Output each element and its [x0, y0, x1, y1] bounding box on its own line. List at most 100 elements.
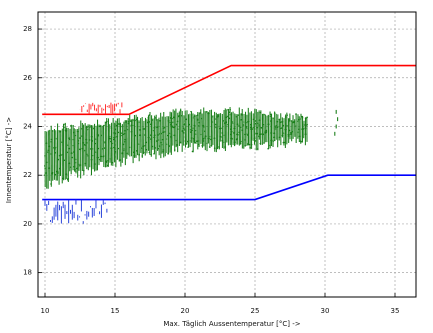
green-point	[204, 137, 207, 139]
green-point	[195, 129, 197, 132]
green-point	[252, 126, 254, 129]
green-point	[152, 129, 154, 132]
green-point	[99, 125, 101, 128]
green-point	[227, 108, 229, 111]
green-point	[133, 151, 135, 154]
green-point	[54, 151, 57, 154]
green-point	[103, 147, 106, 149]
green-point	[275, 124, 278, 127]
green-point	[150, 123, 152, 126]
green-point	[256, 148, 259, 150]
green-point	[179, 109, 182, 112]
green-point	[51, 172, 54, 175]
green-point	[167, 134, 169, 137]
green-point	[70, 152, 73, 154]
green-point	[197, 143, 200, 146]
green-point	[74, 134, 77, 137]
green-point	[286, 124, 288, 127]
green-point	[63, 159, 66, 162]
green-point	[96, 156, 99, 159]
green-point	[124, 132, 126, 135]
green-point	[166, 138, 168, 140]
green-point	[130, 131, 133, 133]
green-point	[278, 118, 281, 121]
green-point	[290, 120, 293, 122]
green-point	[169, 121, 171, 124]
green-point	[253, 137, 256, 140]
green-point	[47, 151, 49, 153]
green-point	[286, 114, 288, 116]
green-point	[97, 134, 100, 137]
green-point	[111, 161, 114, 164]
green-point	[63, 126, 65, 129]
green-point	[288, 129, 291, 132]
green-point	[276, 120, 279, 123]
green-point	[113, 146, 116, 149]
green-point	[144, 128, 146, 130]
green-point	[223, 134, 225, 137]
green-point	[113, 132, 116, 134]
green-point	[281, 134, 284, 137]
green-point	[282, 141, 285, 144]
green-point	[202, 138, 205, 140]
green-point	[109, 135, 111, 138]
green-point	[196, 118, 199, 121]
green-point	[99, 155, 102, 158]
green-point	[65, 130, 68, 132]
green-point	[59, 130, 62, 133]
green-point	[104, 141, 106, 144]
green-point	[73, 151, 75, 153]
green-point	[90, 148, 92, 150]
green-point	[267, 123, 270, 125]
green-point	[216, 147, 219, 149]
green-point	[239, 142, 242, 145]
green-point	[249, 146, 251, 149]
green-point	[235, 115, 238, 118]
green-point	[83, 143, 86, 146]
green-point	[75, 170, 77, 173]
green-point	[43, 165, 46, 167]
green-point	[193, 124, 196, 127]
green-point	[282, 124, 285, 127]
green-point	[122, 133, 125, 136]
green-point	[254, 120, 257, 122]
green-point	[288, 118, 291, 120]
green-point	[196, 140, 198, 142]
green-point	[141, 147, 143, 149]
x-tick-label: 30	[321, 307, 330, 315]
green-point	[116, 124, 118, 127]
green-point	[64, 123, 66, 126]
green-point	[295, 113, 297, 115]
green-point	[175, 139, 177, 142]
green-point	[265, 131, 268, 133]
green-point	[245, 126, 248, 128]
y-axis-title: Innentemperatur [°C] ->	[5, 117, 13, 203]
green-point	[297, 120, 299, 123]
green-point	[110, 127, 113, 129]
green-point	[221, 139, 224, 142]
green-point	[92, 148, 94, 150]
green-point	[68, 137, 71, 139]
green-point	[220, 136, 222, 138]
green-point	[233, 132, 235, 134]
green-point	[193, 137, 195, 140]
green-point	[85, 142, 88, 144]
green-point	[73, 168, 76, 171]
green-point	[246, 121, 248, 124]
green-point	[204, 135, 207, 138]
green-point	[56, 172, 59, 174]
green-point	[259, 111, 262, 114]
green-point	[256, 122, 259, 125]
green-point	[176, 120, 179, 123]
green-point	[225, 121, 228, 123]
x-tick-label: 25	[251, 307, 260, 315]
green-point	[233, 141, 236, 143]
green-point	[48, 167, 51, 169]
green-point	[117, 147, 120, 150]
green-point	[138, 154, 140, 156]
green-point	[62, 177, 64, 180]
green-point	[105, 160, 107, 163]
green-point	[84, 162, 87, 165]
green-point	[86, 153, 88, 156]
green-point	[119, 159, 121, 161]
